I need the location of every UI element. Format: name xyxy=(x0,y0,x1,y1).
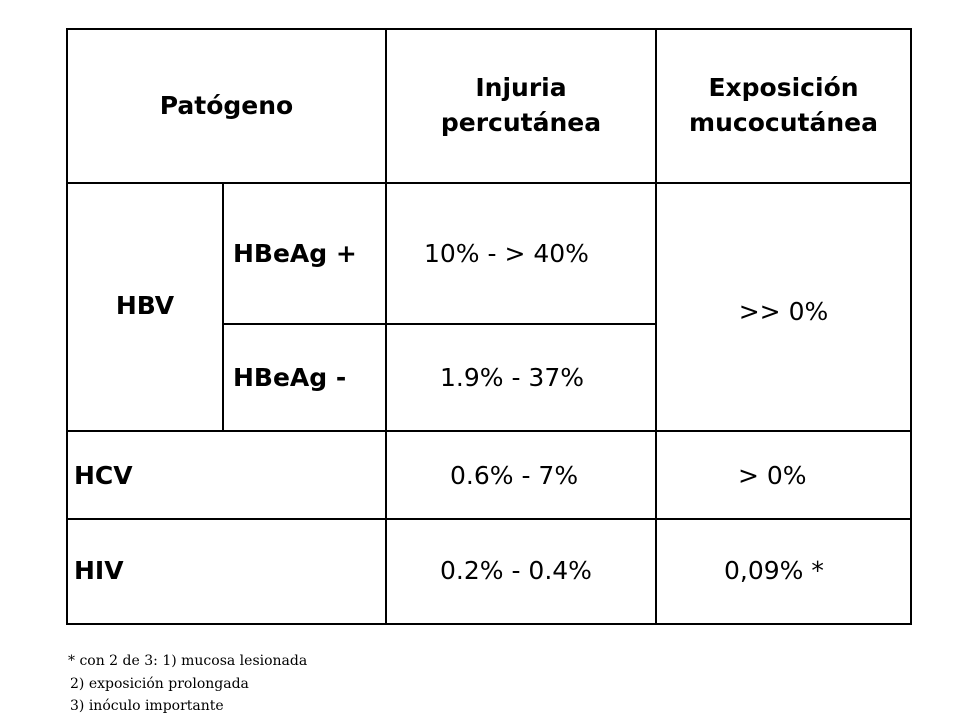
hcv-percutaneous: 0.6% - 7% xyxy=(450,461,579,490)
hbv-label: HBV xyxy=(115,291,175,320)
footnote-line-3: 3) inóculo importante xyxy=(70,698,224,714)
hbeag-positive-label: HBeAg + xyxy=(233,239,357,268)
hiv-label: HIV xyxy=(74,556,124,585)
table-border-right xyxy=(910,28,912,625)
table-border-top xyxy=(66,28,912,30)
hcv-label: HCV xyxy=(74,461,133,490)
footnote-line-1: * con 2 de 3: 1) mucosa lesionada xyxy=(68,653,308,669)
row-divider-header xyxy=(66,182,912,184)
row-divider-hcv xyxy=(66,518,912,520)
header-mucocutaneous-line2: mucocutánea xyxy=(689,108,878,137)
row-divider-hbv xyxy=(66,430,912,432)
footnote-line-2: 2) exposición prolongada xyxy=(70,676,249,692)
table-border-bottom xyxy=(66,623,912,625)
header-mucocutaneous-line1: Exposición xyxy=(708,73,859,102)
hbeag-negative-label: HBeAg - xyxy=(233,363,347,392)
hbv-mucocutaneous: >> 0% xyxy=(738,297,829,326)
table-border-left xyxy=(66,28,68,625)
col-divider-subtype xyxy=(222,182,224,432)
hiv-mucocutaneous: 0,09% * xyxy=(724,556,824,585)
col-divider-percutaneous xyxy=(385,28,387,625)
header-pathogen: Patógeno xyxy=(159,91,294,120)
hcv-mucocutaneous: > 0% xyxy=(738,461,807,490)
hiv-percutaneous: 0.2% - 0.4% xyxy=(440,556,592,585)
hbeag-negative-percutaneous: 1.9% - 37% xyxy=(440,363,584,392)
hbeag-positive-percutaneous: 10% - > 40% xyxy=(424,239,589,268)
header-percutaneous-line1: Injuria xyxy=(475,73,567,102)
row-divider-hbv-sub xyxy=(222,323,657,325)
header-percutaneous-line2: percutánea xyxy=(440,108,602,137)
col-divider-mucocutaneous xyxy=(655,28,657,625)
